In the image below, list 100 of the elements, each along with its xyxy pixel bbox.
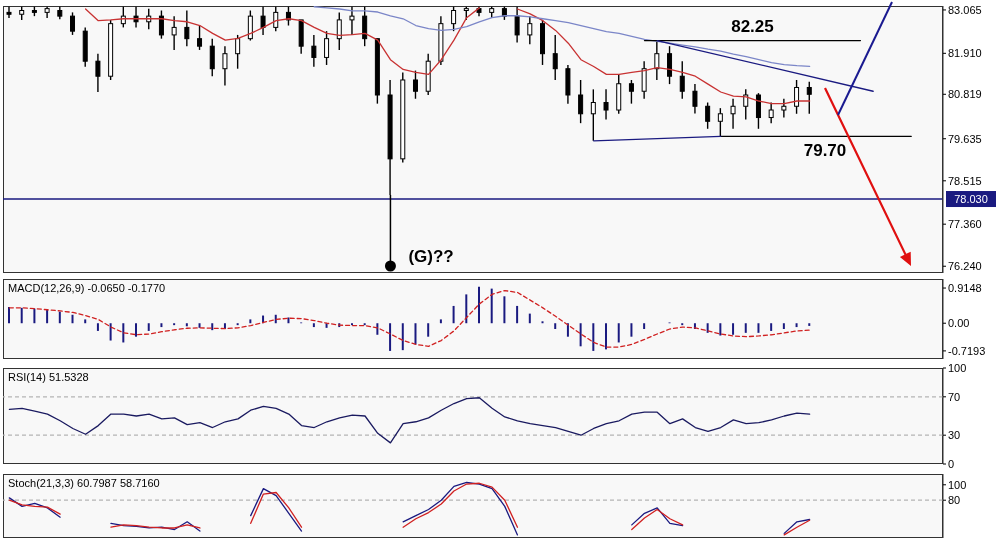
ref-line-label: 78.030 bbox=[954, 193, 988, 206]
candlestick bbox=[260, 6, 266, 36]
y-tick-label: 78.515 bbox=[948, 174, 982, 187]
annotation: 82.25 bbox=[731, 16, 774, 36]
candlestick bbox=[311, 34, 317, 68]
bar bbox=[605, 323, 608, 350]
candlestick bbox=[95, 52, 101, 93]
bar bbox=[795, 323, 798, 328]
bar bbox=[211, 323, 214, 331]
candlestick bbox=[209, 37, 215, 77]
candlestick bbox=[794, 79, 800, 115]
candlestick bbox=[552, 34, 558, 81]
y-tick-label: 77.360 bbox=[948, 218, 982, 231]
bar bbox=[478, 286, 480, 324]
y-tick-label: 0.9148 bbox=[948, 281, 982, 294]
bar bbox=[401, 323, 404, 351]
bar bbox=[389, 323, 392, 351]
candlestick bbox=[667, 45, 673, 85]
candlestick bbox=[705, 101, 711, 130]
candlestick bbox=[336, 11, 342, 51]
bar bbox=[617, 323, 620, 343]
chart-title: RSI(14) 51.5328 bbox=[8, 371, 89, 384]
candlestick bbox=[362, 6, 368, 47]
bar bbox=[46, 309, 49, 324]
y-tick-label: 80.819 bbox=[948, 88, 982, 101]
candlestick bbox=[628, 79, 634, 105]
bar bbox=[744, 323, 747, 333]
annotation: (G)?? bbox=[408, 247, 454, 266]
bar bbox=[528, 313, 531, 324]
bar bbox=[160, 323, 163, 328]
y-tick-label: 30 bbox=[948, 429, 961, 442]
candlestick bbox=[184, 9, 190, 47]
bar bbox=[147, 323, 150, 331]
candlestick bbox=[679, 60, 685, 100]
candlestick bbox=[171, 15, 177, 51]
annotation: 79.70 bbox=[803, 141, 847, 160]
bar bbox=[643, 323, 646, 329]
bar bbox=[554, 323, 557, 329]
bar bbox=[122, 323, 125, 343]
bar bbox=[579, 323, 582, 347]
y-tick-label: 0 bbox=[948, 457, 955, 470]
candlestick bbox=[527, 15, 533, 45]
y-tick-label: 100 bbox=[948, 478, 967, 491]
candlestick bbox=[717, 107, 723, 138]
candlestick bbox=[603, 88, 609, 121]
y-tick-label: 70 bbox=[948, 390, 961, 403]
line-series bbox=[8, 397, 811, 444]
bar bbox=[503, 296, 506, 324]
candlestick bbox=[514, 6, 520, 44]
y-tick-label: 0.00 bbox=[948, 317, 970, 330]
candlestick bbox=[578, 79, 584, 124]
bar bbox=[719, 323, 722, 336]
candlestick bbox=[70, 11, 76, 36]
candlestick bbox=[743, 88, 749, 121]
bar bbox=[109, 323, 112, 341]
candlestick bbox=[641, 60, 647, 100]
candlestick bbox=[6, 6, 12, 19]
bar bbox=[249, 319, 252, 324]
chart-title: MACD(12,26,9) -0.0650 -0.1770 bbox=[8, 282, 166, 295]
bar bbox=[58, 311, 61, 324]
candlestick bbox=[768, 101, 774, 124]
bar bbox=[312, 323, 315, 328]
y-tick-label: -0.7193 bbox=[948, 344, 986, 357]
bar bbox=[376, 323, 379, 335]
bar bbox=[490, 288, 493, 324]
bar bbox=[96, 323, 99, 331]
candlestick bbox=[235, 34, 241, 70]
bar bbox=[185, 323, 188, 327]
candlestick bbox=[247, 9, 253, 42]
bar bbox=[452, 305, 455, 324]
bar bbox=[770, 323, 773, 331]
bar bbox=[566, 323, 569, 337]
bar bbox=[808, 323, 811, 326]
y-tick-label: 76.240 bbox=[948, 260, 982, 273]
bar bbox=[630, 323, 633, 337]
bar bbox=[782, 323, 785, 329]
bar bbox=[135, 323, 138, 337]
bar bbox=[33, 308, 36, 324]
y-tick-label: 80 bbox=[948, 494, 961, 507]
candlestick bbox=[590, 88, 596, 142]
candlestick bbox=[806, 81, 812, 115]
bar bbox=[71, 314, 74, 324]
bar bbox=[20, 307, 23, 324]
candlestick bbox=[222, 45, 228, 87]
bar bbox=[287, 317, 290, 324]
candlestick bbox=[692, 83, 698, 115]
bar bbox=[427, 323, 430, 337]
bar bbox=[757, 323, 760, 333]
candlestick bbox=[730, 98, 736, 130]
candlestick bbox=[197, 24, 203, 51]
candlestick bbox=[158, 9, 164, 40]
bar bbox=[414, 323, 417, 345]
candlestick bbox=[324, 30, 330, 66]
y-tick-label: 81.910 bbox=[948, 47, 982, 60]
candlestick bbox=[412, 69, 418, 100]
y-tick-label: 100 bbox=[948, 361, 967, 374]
bar bbox=[465, 294, 468, 324]
bar bbox=[8, 307, 10, 324]
bar bbox=[439, 319, 442, 324]
bar bbox=[84, 319, 87, 324]
